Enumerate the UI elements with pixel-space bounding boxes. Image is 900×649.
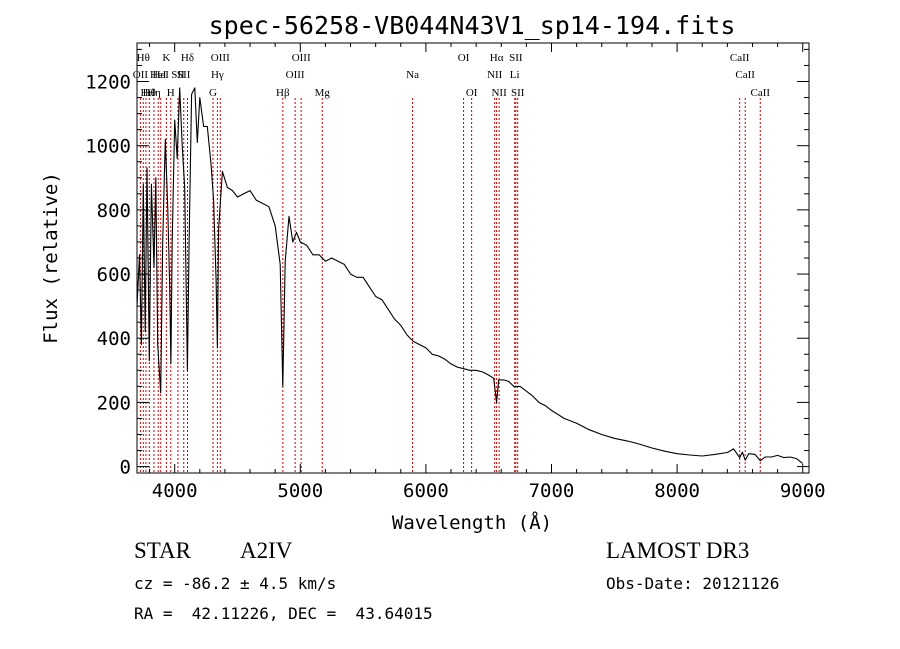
x-axis-label: Wavelength (Å) (392, 511, 552, 534)
line-marker-label: SII (171, 69, 185, 81)
y-axis-label: Flux (relative) (40, 172, 62, 344)
line-marker-label: OI (466, 87, 478, 99)
line-marker-label: Li (510, 69, 520, 81)
coords-text: RA = 42.11226, DEC = 43.64015 (134, 604, 433, 623)
y-tick-label: 200 (97, 392, 131, 414)
x-tick-label: 8000 (654, 480, 700, 502)
line-marker-label: CaII (730, 52, 750, 64)
line-marker-label: Na (406, 69, 419, 81)
line-marker-label: NII (487, 69, 503, 81)
line-marker-label: SII (511, 87, 525, 99)
x-tick-label: 7000 (529, 480, 575, 502)
line-marker-label: OIII (211, 52, 230, 64)
y-tick-label: 400 (97, 328, 131, 350)
line-marker-label: G (209, 87, 217, 99)
line-marker-label: Hι (140, 87, 151, 99)
redshift-text: cz = -86.2 ± 4.5 km/s (134, 574, 337, 593)
y-tick-label: 0 (120, 457, 131, 479)
line-marker-label: Hβ (276, 87, 290, 99)
line-marker-label: Hη (147, 87, 161, 99)
line-marker-label: SII (509, 52, 523, 64)
line-marker-label: HeI (152, 69, 169, 81)
line-marker-label: K (162, 52, 170, 64)
plot-frame (136, 42, 810, 474)
y-tick-label: 600 (97, 264, 131, 286)
y-tick-label: 800 (97, 200, 131, 222)
spectrum-line (136, 87, 804, 464)
y-tick-label: 1000 (85, 136, 131, 158)
line-marker-label: Hγ (211, 69, 224, 81)
survey-name: LAMOST DR3 (606, 538, 750, 563)
object-class: STAR (134, 538, 191, 563)
object-subclass: A2IV (240, 538, 293, 563)
line-marker-label: HeI (150, 69, 167, 81)
line-marker-label: Hδ (181, 52, 194, 64)
line-marker-label: NII (491, 87, 507, 99)
line-marker-label: H (167, 87, 175, 99)
x-tick-label: 9000 (780, 480, 826, 502)
line-marker-label: OII (133, 69, 149, 81)
y-axis-ticks: 0 200 400 600 800 1000 1200 (85, 48, 809, 479)
chart-title: spec-56258-VB044N43V1_sp14-194.fits (209, 11, 736, 40)
x-tick-label: 6000 (403, 480, 449, 502)
line-marker-label: Hθ (137, 52, 150, 64)
line-marker-label: Hθ (143, 87, 156, 99)
line-marker-label: Hα (490, 52, 504, 64)
line-marker-label: Mg (315, 87, 331, 99)
line-marker-label: OIII (292, 52, 311, 64)
line-marker-labels: OIIHθHιHθHηHeIHeIKHSIISIIHδGHγOIIIHβOIII… (133, 52, 771, 99)
line-marker-label: CaII (735, 69, 755, 81)
line-marker-label: SII (177, 69, 191, 81)
x-tick-label: 5000 (277, 480, 323, 502)
line-marker-label: OIII (286, 69, 305, 81)
y-tick-label: 1200 (85, 72, 131, 94)
line-marker-label: OI (458, 52, 470, 64)
obs-date-text: Obs-Date: 20121126 (606, 574, 780, 593)
line-marker-label: CaII (750, 87, 770, 99)
line-markers (139, 98, 761, 473)
x-axis-ticks: 4000 5000 6000 7000 8000 9000 (149, 43, 826, 502)
x-tick-label: 4000 (152, 480, 198, 502)
